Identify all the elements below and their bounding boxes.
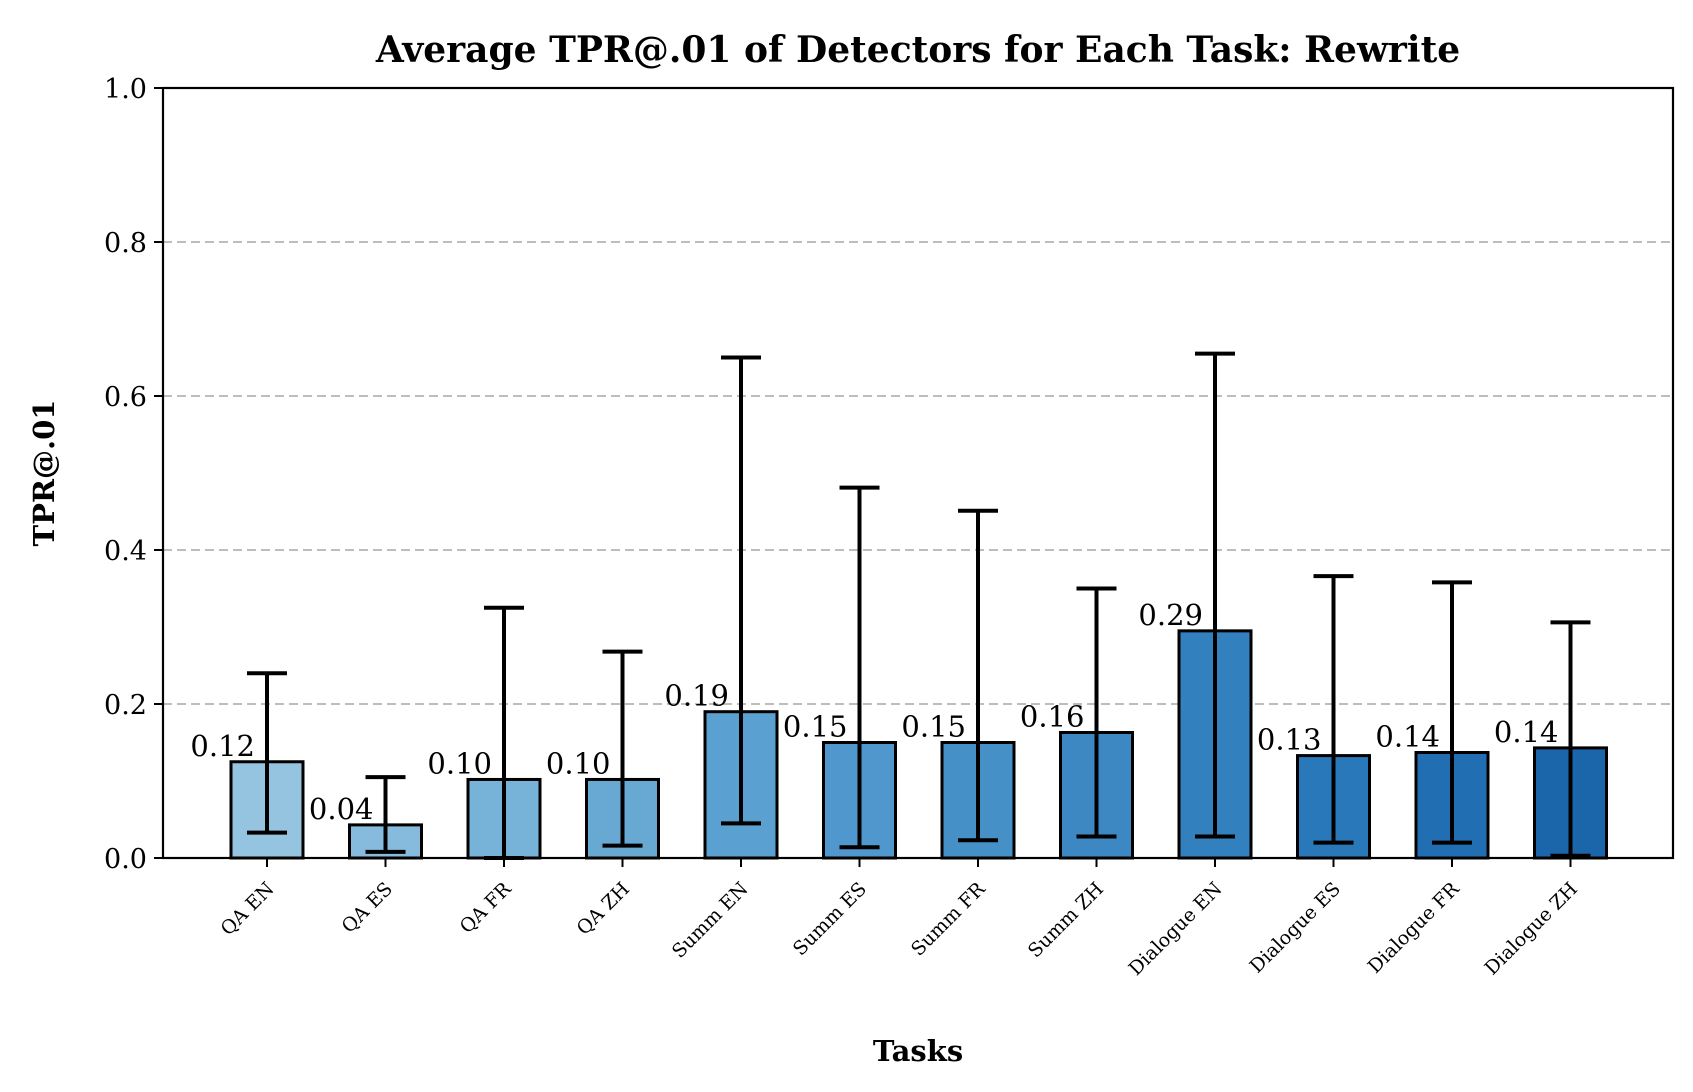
x-axis-label: Tasks xyxy=(873,1034,963,1068)
data-label: 0.14 xyxy=(1494,715,1559,749)
data-label: 0.10 xyxy=(546,746,611,780)
data-label: 0.15 xyxy=(901,710,966,744)
y-tick-label: 0.2 xyxy=(104,690,147,721)
x-tick-label: QA ZH xyxy=(572,878,634,940)
error-bars xyxy=(247,351,1591,860)
y-tick-label: 0.4 xyxy=(104,536,147,567)
x-tick-label: Summ EN xyxy=(668,878,753,963)
y-axis: 0.0 0.2 0.4 0.6 0.8 1.0 xyxy=(104,74,163,875)
x-tick-label: Dialogue FR xyxy=(1364,877,1464,977)
data-label: 0.10 xyxy=(427,746,492,780)
x-tick-label: Dialogue ES xyxy=(1246,878,1346,978)
x-tick-label: Dialogue EN xyxy=(1124,878,1226,980)
chart-title: Average TPR@.01 of Detectors for Each Ta… xyxy=(375,29,1460,71)
x-tick-label: Summ ZH xyxy=(1024,878,1108,962)
data-label: 0.16 xyxy=(1020,699,1085,733)
y-tick-label: 0.8 xyxy=(104,228,147,259)
x-tick-label: QA ES xyxy=(337,878,397,938)
data-label: 0.04 xyxy=(309,792,374,826)
x-tick-label: Summ FR xyxy=(907,877,990,960)
x-tick-label: Summ ES xyxy=(789,878,871,960)
data-labels: 0.12 0.04 0.10 0.10 0.19 0.15 0.15 0.16 0.29 0.13… xyxy=(190,598,1558,826)
y-tick-label: 1.0 xyxy=(104,74,147,105)
data-label: 0.19 xyxy=(664,679,729,713)
x-axis: QA EN QA ES QA FR QA ZH Summ EN Summ ES Summ F… xyxy=(216,858,1582,980)
data-label: 0.14 xyxy=(1375,720,1440,754)
x-tick-label: QA FR xyxy=(456,877,516,937)
y-tick-label: 0.0 xyxy=(104,844,147,875)
data-label: 0.29 xyxy=(1138,598,1203,632)
x-tick-label: QA EN xyxy=(216,878,278,940)
x-tick-label: Dialogue ZH xyxy=(1480,878,1582,980)
data-label: 0.12 xyxy=(190,729,255,763)
grid-lines xyxy=(163,241,1673,705)
plot-frame xyxy=(161,86,1675,860)
y-tick-label: 0.6 xyxy=(104,382,147,413)
y-axis-label: TPR@.01 xyxy=(27,400,61,547)
data-label: 0.13 xyxy=(1257,723,1322,757)
data-label: 0.15 xyxy=(783,710,848,744)
